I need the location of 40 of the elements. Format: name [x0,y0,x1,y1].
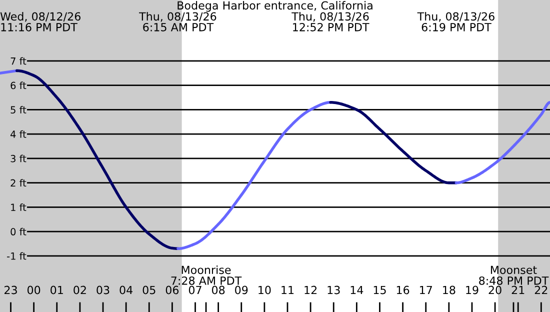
y-tick-label: 4 ft [10,130,26,138]
x-tick-label: 08 [212,286,225,294]
x-tick-label: 22 [534,286,548,294]
x-tick-label: 03 [96,286,110,294]
x-tick-label: 11 [282,286,294,294]
y-tick-label: -1 ft [7,252,26,260]
x-tick-label: 15 [374,286,386,294]
y-tick-label: 0 ft [10,228,26,236]
annotation: Thu, 08/13/26 6:19 PM PDT [417,12,494,32]
y-tick-label: 6 ft [10,82,26,90]
x-tick-label: 09 [235,286,248,294]
x-tick-label: 01 [50,286,63,294]
y-tick-label: 2 ft [10,179,26,187]
y-tick-label: 1 ft [11,203,26,211]
x-tick-label: 02 [74,286,86,294]
x-tick-label: 04 [120,286,133,294]
annotation: Thu, 08/13/26 6:15 AM PDT [139,12,216,32]
x-tick-label: 13 [328,286,340,294]
annotation: Thu, 08/13/26 12:52 PM PDT [292,12,370,32]
x-tick-label: 07 [188,286,202,294]
y-tick-label: 3 ft [10,154,26,162]
x-tick-label: 23 [4,286,17,294]
y-tick-label: 5 ft [10,106,26,114]
x-tick-label: 17 [420,286,432,294]
x-tick-label: 06 [166,286,179,294]
annotation: Wed, 08/12/26 11:16 PM PDT [0,12,80,32]
y-tick-label: 7 ft [10,57,26,65]
x-tick-label: 00 [27,286,40,294]
x-tick-label: 19 [466,286,478,294]
x-tick-label: 16 [396,286,410,294]
x-tick-label: 10 [258,286,271,294]
annotation: Moonset 8:48 PM PDT [479,266,549,285]
x-tick-label: 21 [512,286,524,294]
chart-title: Bodega Harbor entrance, California [178,1,372,12]
x-tick-label: 14 [350,286,364,294]
x-tick-label: 20 [488,286,502,294]
x-tick-label: 18 [443,286,456,294]
x-tick-label: 05 [142,286,156,294]
annotation: Moonrise 7:28 AM PDT [171,265,242,285]
x-tick-label: 12 [304,286,317,294]
